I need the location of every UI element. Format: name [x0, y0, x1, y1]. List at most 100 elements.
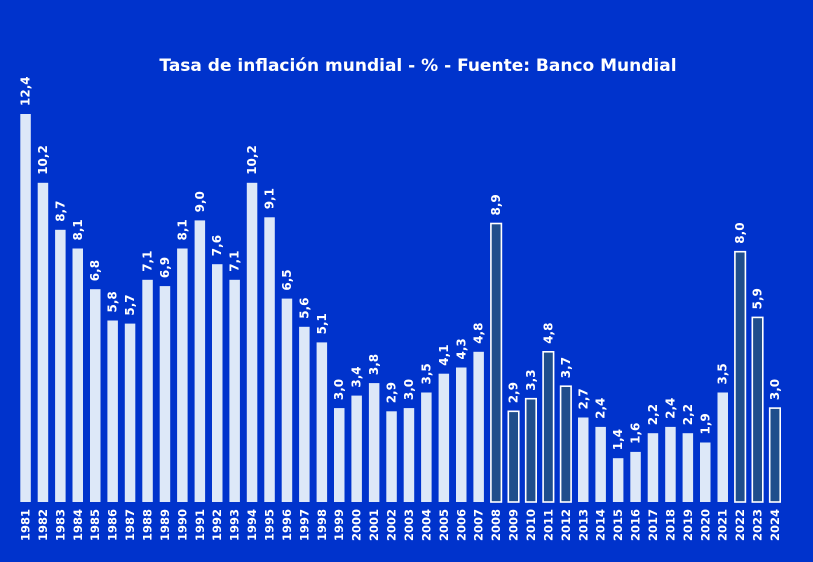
x-tick-label-1996: 1996 [280, 509, 294, 541]
bar-1994 [246, 182, 258, 503]
x-tick-label-1991: 1991 [193, 509, 207, 541]
x-tick-label-2000: 2000 [350, 509, 364, 541]
value-label-2005: 4,1 [437, 344, 451, 365]
value-label-1988: 7,1 [141, 251, 155, 272]
x-tick-label-1990: 1990 [175, 509, 189, 541]
bar-1992 [212, 264, 223, 502]
bar-1998 [316, 342, 328, 502]
x-tick-label-2010: 2010 [524, 509, 538, 541]
x-tick-label-2019: 2019 [681, 509, 695, 541]
x-tick-label-2014: 2014 [594, 509, 608, 541]
x-tick-label-2016: 2016 [629, 509, 643, 541]
bars-group [20, 114, 782, 503]
x-tick-label-2022: 2022 [733, 509, 747, 541]
bar-1993 [229, 279, 240, 502]
x-tick-label-2011: 2011 [541, 509, 555, 541]
x-tick-label-2001: 2001 [367, 509, 381, 541]
x-tick-label-1984: 1984 [71, 509, 85, 541]
x-tick-label-1995: 1995 [263, 509, 277, 541]
x-tick-label-2003: 2003 [402, 509, 416, 541]
x-tick-label-1981: 1981 [19, 509, 33, 541]
value-label-1986: 5,8 [106, 291, 120, 312]
value-label-2016: 1,6 [629, 423, 643, 444]
bar-2016 [630, 451, 641, 502]
value-label-2019: 2,2 [681, 404, 695, 425]
value-label-1996: 6,5 [280, 269, 294, 290]
value-label-2017: 2,2 [646, 404, 660, 425]
x-tick-labels-group: 1981 1982 1983 1984 1985 1986 1987 1988 1989 1990… [19, 509, 783, 541]
bar-1987 [124, 323, 136, 502]
bar-2020 [700, 442, 711, 502]
value-label-1997: 5,6 [297, 298, 311, 319]
x-tick-label-1997: 1997 [297, 509, 311, 541]
bar-1985 [90, 289, 101, 502]
x-tick-label-1987: 1987 [123, 509, 137, 541]
bar-2024 [768, 407, 782, 503]
x-tick-label-2006: 2006 [454, 509, 468, 541]
bar-2007 [473, 351, 484, 502]
bar-1983 [55, 229, 66, 503]
value-label-2002: 2,9 [385, 382, 399, 403]
x-tick-label-2024: 2024 [768, 509, 782, 541]
x-tick-label-1999: 1999 [332, 509, 346, 541]
value-label-2020: 1,9 [698, 413, 712, 434]
bar-2006 [456, 367, 467, 502]
bar-1982 [37, 182, 49, 503]
x-tick-label-1992: 1992 [210, 509, 224, 541]
bar-1991 [194, 220, 206, 502]
value-label-2013: 2,7 [576, 388, 590, 409]
value-label-1993: 7,1 [228, 251, 242, 272]
value-label-1981: 12,4 [19, 76, 33, 106]
bar-1996 [281, 298, 293, 502]
x-tick-label-2020: 2020 [698, 509, 712, 541]
value-label-2008: 8,9 [489, 194, 503, 215]
value-label-1990: 8,1 [175, 219, 189, 240]
value-label-1992: 7,6 [210, 235, 224, 256]
value-label-1983: 8,7 [53, 201, 67, 222]
bar-1990 [177, 248, 188, 502]
x-tick-label-2008: 2008 [489, 509, 503, 541]
bar-2005 [438, 373, 450, 502]
bar-2012 [559, 385, 572, 503]
value-label-2010: 3,3 [524, 369, 538, 390]
value-label-1998: 5,1 [315, 313, 329, 334]
value-label-2000: 3,4 [350, 366, 364, 387]
value-label-2006: 4,3 [454, 338, 468, 359]
value-label-2015: 1,4 [611, 429, 625, 450]
x-tick-label-2015: 2015 [611, 509, 625, 541]
bar-2002 [386, 411, 397, 502]
bar-2011 [542, 350, 555, 503]
value-label-2012: 3,7 [559, 357, 573, 378]
value-label-1994: 10,2 [245, 145, 259, 175]
x-tick-label-1982: 1982 [36, 509, 50, 541]
chart-title: Tasa de inflación mundial - % - Fuente: … [159, 56, 676, 76]
bar-1999 [334, 408, 345, 502]
value-label-2011: 4,8 [541, 323, 555, 344]
x-tick-label-2002: 2002 [385, 509, 399, 541]
x-tick-label-1998: 1998 [315, 509, 329, 541]
bar-1984 [72, 248, 83, 502]
bar-1995 [264, 217, 275, 503]
bar-2003 [403, 408, 415, 502]
x-tick-label-1993: 1993 [228, 509, 242, 541]
x-tick-label-1985: 1985 [88, 509, 102, 541]
value-label-1982: 10,2 [36, 145, 50, 175]
bar-2015 [612, 458, 624, 502]
bar-2022 [734, 250, 747, 503]
bar-2023 [751, 316, 764, 503]
bar-2021 [717, 392, 728, 502]
bar-1997 [299, 326, 310, 502]
bar-1989 [159, 286, 171, 502]
value-label-1999: 3,0 [332, 379, 346, 400]
value-label-1987: 5,7 [123, 294, 137, 315]
value-label-2022: 8,0 [733, 222, 747, 243]
value-label-1995: 9,1 [263, 188, 277, 209]
value-label-2018: 2,4 [663, 398, 677, 419]
value-labels-group: 12,410,28,78,16,85,8 5,77,1 6,98,19,07,67,… [19, 76, 783, 450]
x-tick-label-2021: 2021 [716, 509, 730, 541]
value-label-1984: 8,1 [71, 219, 85, 240]
bar-1988 [142, 279, 153, 502]
x-tick-label-2023: 2023 [751, 509, 765, 541]
x-tick-label-2007: 2007 [472, 509, 486, 541]
